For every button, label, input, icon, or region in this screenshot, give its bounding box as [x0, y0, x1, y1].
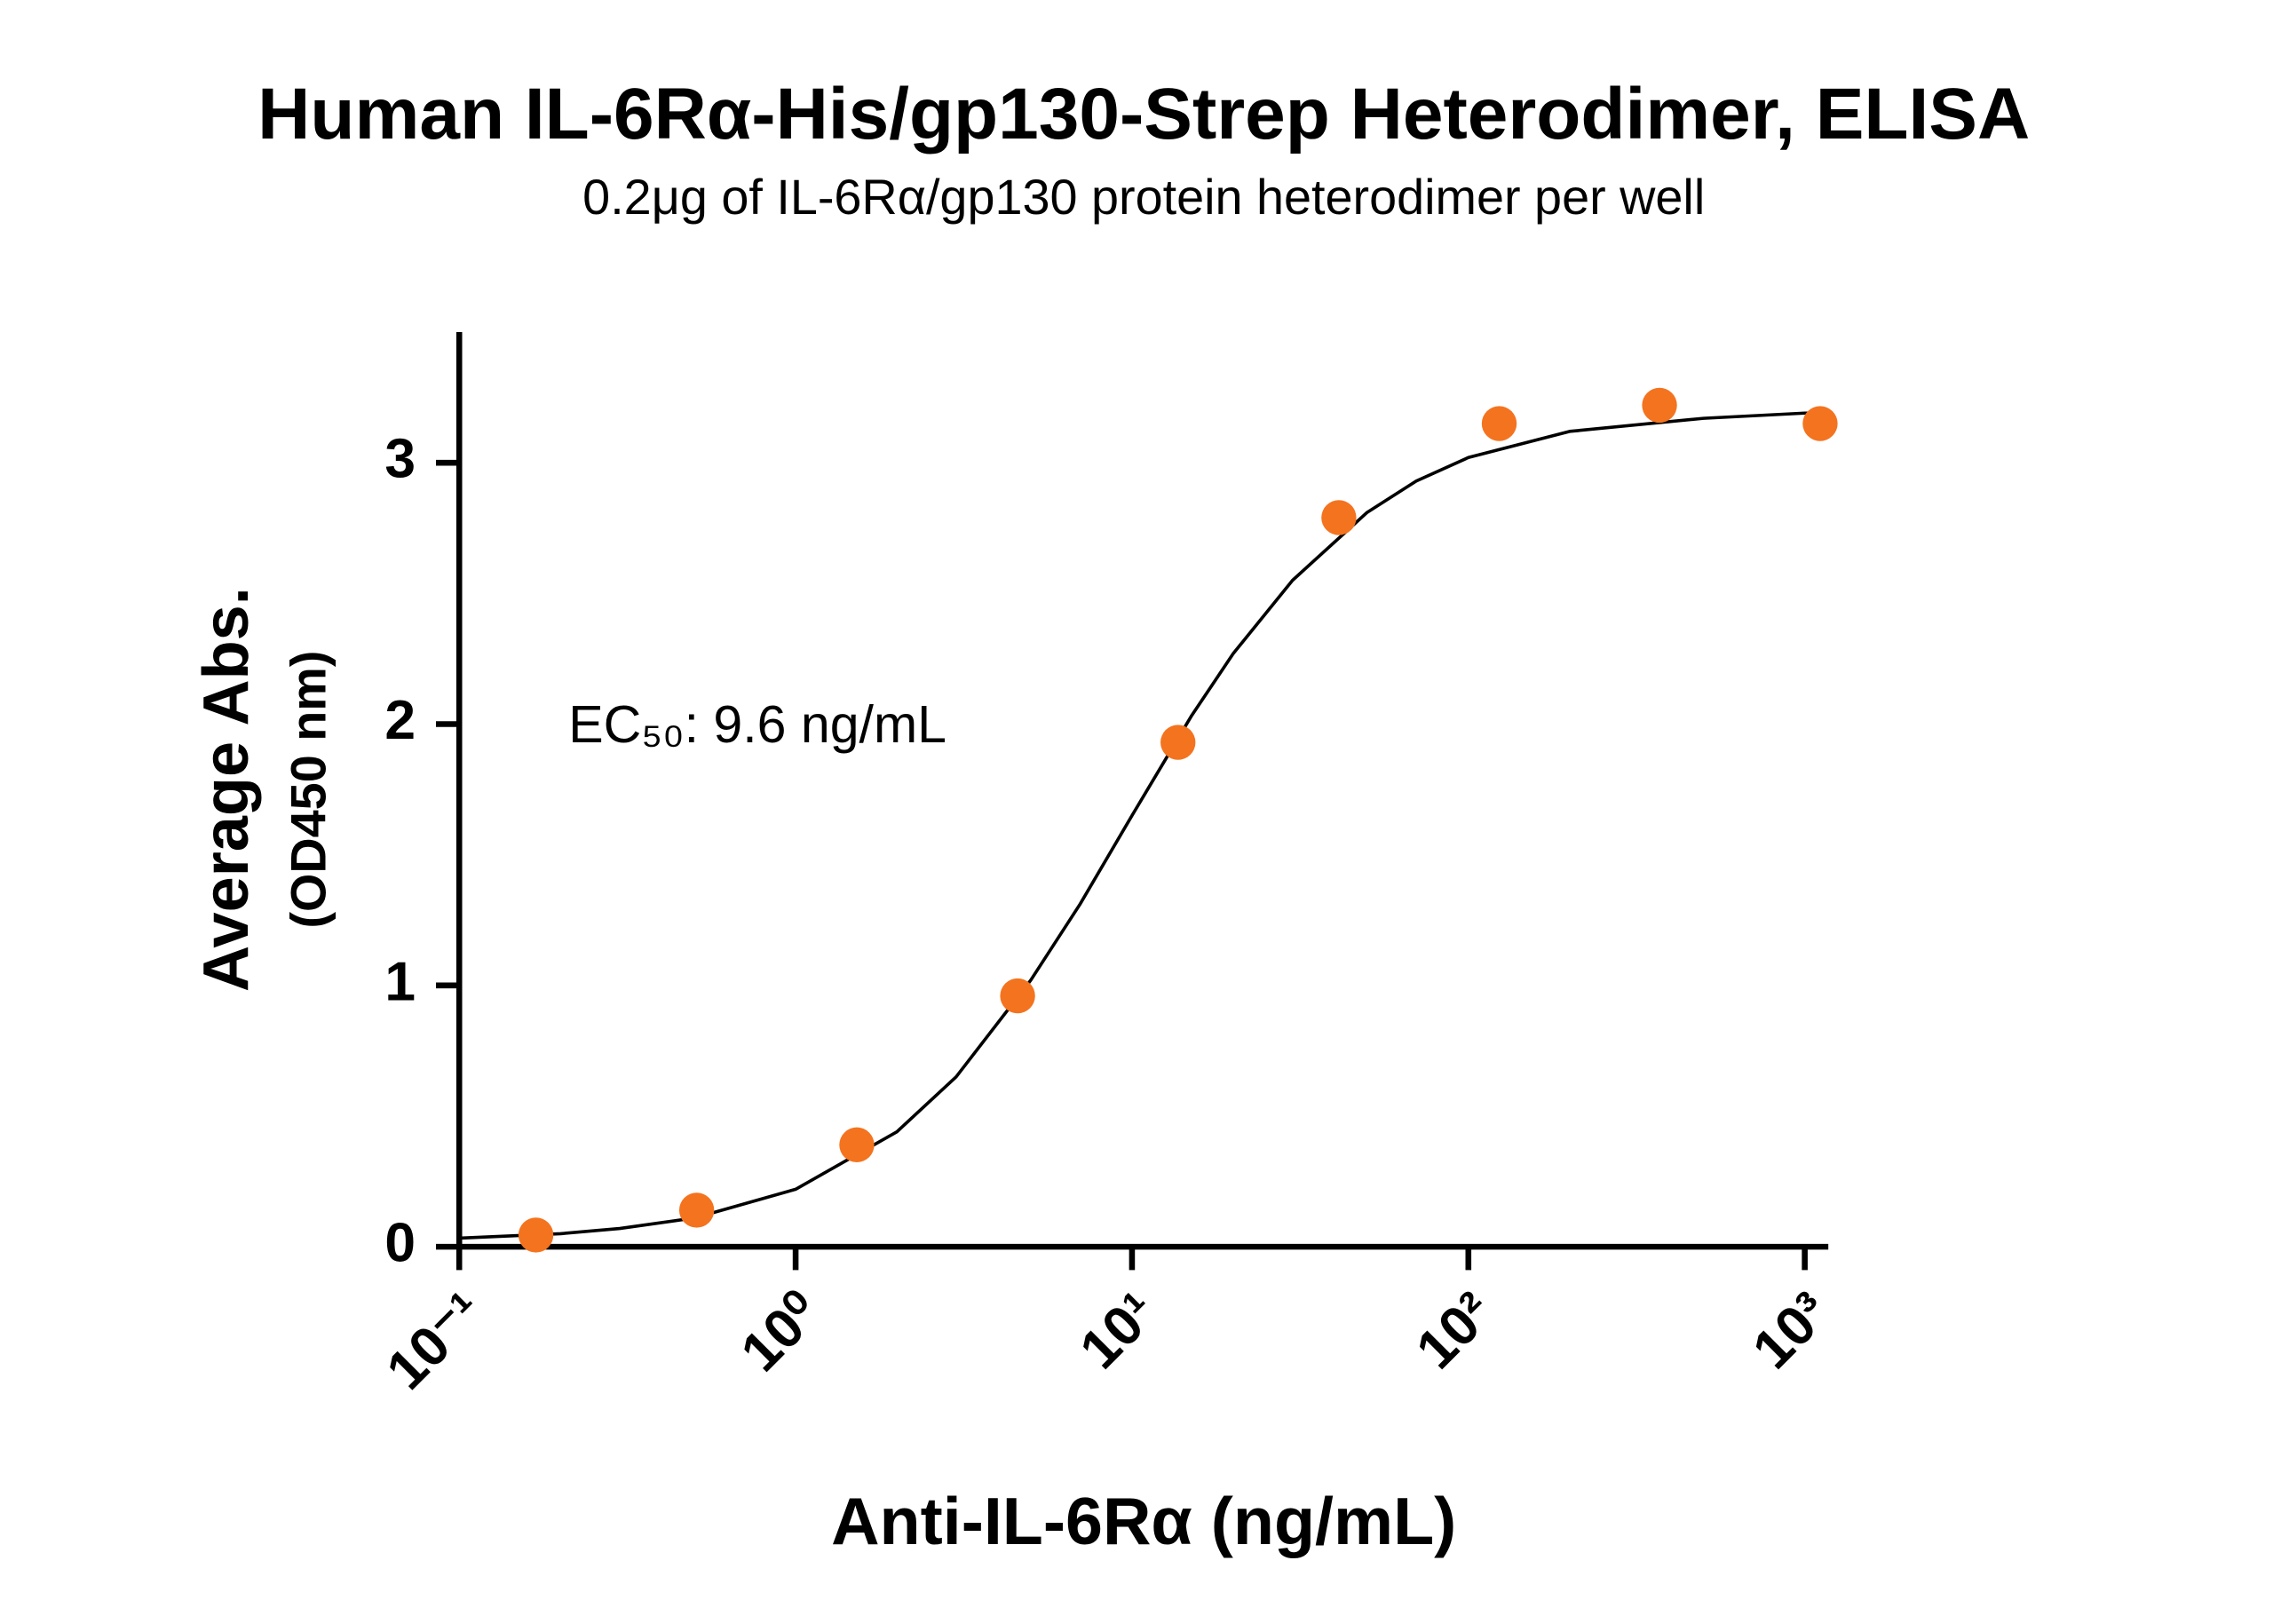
y-tick-label: 3 — [384, 429, 416, 490]
y-tick-label: 1 — [384, 951, 416, 1012]
y-axis-label: (OD450 nm) — [281, 651, 336, 929]
data-point — [1642, 387, 1677, 424]
data-point — [518, 1217, 554, 1253]
y-tick-label: 0 — [384, 1213, 416, 1274]
data-point — [678, 1192, 715, 1228]
data-point — [1481, 406, 1517, 441]
data-point — [1000, 978, 1035, 1014]
x-axis-label: Anti-IL-6Rα (ng/mL) — [831, 1484, 1456, 1558]
data-point — [839, 1127, 875, 1163]
data-point — [1160, 725, 1196, 760]
chart-subtitle: 0.2μg of IL-6Rα/gp130 protein heterodime… — [582, 170, 1705, 225]
chart-title: Human IL-6Rα-His/gp130-Strep Heterodimer… — [257, 74, 2030, 154]
y-axis-label: Average Abs. — [191, 587, 262, 992]
annotation: EC₅₀: 9.6 ng/mL — [568, 695, 946, 754]
data-point — [1321, 500, 1357, 535]
y-tick-label: 2 — [384, 690, 416, 751]
data-point — [1802, 406, 1838, 441]
